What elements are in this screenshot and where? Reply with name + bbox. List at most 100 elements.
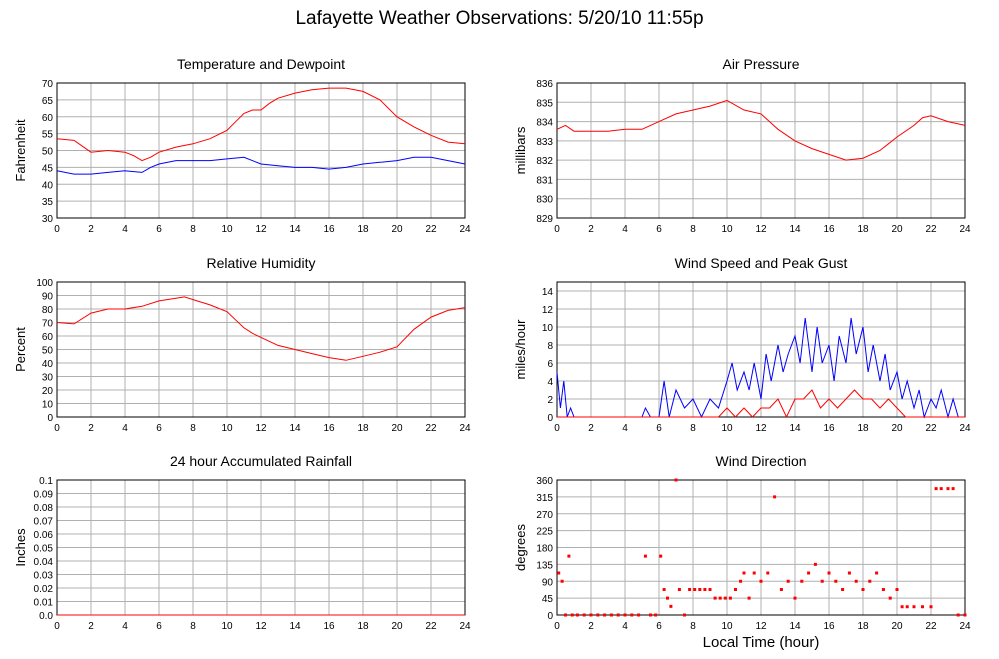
direction-point xyxy=(905,605,909,609)
direction-point xyxy=(912,605,916,609)
wind-x-tick-label: 12 xyxy=(755,423,767,434)
rain-y-tick-label: 0.06 xyxy=(34,530,54,541)
direction-point xyxy=(616,613,620,617)
temp-x-tick-label: 6 xyxy=(156,224,162,235)
direction-point xyxy=(570,613,574,617)
direction-y-tick-label: 315 xyxy=(536,493,553,504)
humidity-y-tick-label: 10 xyxy=(42,400,54,411)
humidity-y-tick-label: 30 xyxy=(42,373,54,384)
pressure-x-tick-label: 14 xyxy=(789,224,801,235)
direction-point xyxy=(564,613,567,617)
pressure-y-tick-label: 829 xyxy=(536,214,553,225)
temp-x-tick-label: 8 xyxy=(190,224,196,235)
direction-point xyxy=(847,571,851,575)
wind-x-tick-label: 24 xyxy=(959,423,971,434)
direction-point xyxy=(677,588,681,591)
rain-y-tick-label: 0.0 xyxy=(39,611,53,622)
humidity-y-tick-label: 100 xyxy=(36,278,53,289)
direction-y-tick-label: 90 xyxy=(542,577,554,588)
direction-point xyxy=(693,588,697,591)
direction-point xyxy=(742,571,746,575)
direction-y-tick-label: 45 xyxy=(542,594,554,605)
rain-x-tick-label: 24 xyxy=(459,621,471,632)
pressure-series-line-0 xyxy=(556,99,966,161)
direction-point xyxy=(861,588,865,591)
humidity-y-tick-label: 60 xyxy=(42,332,54,343)
rain-x-tick-label: 4 xyxy=(122,621,128,632)
rain-x-tick-label: 14 xyxy=(289,621,301,632)
pressure-x-tick-label: 24 xyxy=(959,224,971,235)
temp-x-tick-label: 14 xyxy=(289,224,301,235)
direction-point xyxy=(654,613,658,617)
wind-series-line-1 xyxy=(557,389,965,419)
wind-y-tick-label: 4 xyxy=(547,377,553,388)
temp-chart-title: Temperature and Dewpoint xyxy=(177,56,345,72)
direction-y-tick-label: 360 xyxy=(536,476,553,487)
wind-x-tick-label: 20 xyxy=(891,423,903,434)
direction-point xyxy=(951,487,955,491)
direction-x-tick-label: 14 xyxy=(789,621,801,632)
wind-x-tick-label: 8 xyxy=(690,423,696,434)
rain-y-tick-label: 0.08 xyxy=(34,503,54,514)
temp-y-tick-label: 60 xyxy=(42,113,54,124)
direction-point xyxy=(703,588,707,591)
page-title: Lafayette Weather Observations: 5/20/10 … xyxy=(295,8,704,29)
direction-point xyxy=(827,571,831,575)
temp-x-tick-label: 2 xyxy=(88,224,94,235)
rain-x-tick-label: 12 xyxy=(255,621,267,632)
pressure-y-axis-label: millibars xyxy=(513,126,528,174)
direction-point xyxy=(623,613,627,617)
temp-x-tick-label: 4 xyxy=(122,224,128,235)
direction-point xyxy=(723,596,727,600)
direction-point xyxy=(752,571,756,575)
humidity-y-tick-label: 70 xyxy=(42,319,54,330)
wind-x-tick-label: 10 xyxy=(721,423,733,434)
direction-point xyxy=(881,588,885,591)
temp-x-tick-label: 24 xyxy=(459,224,471,235)
direction-point xyxy=(643,554,647,558)
direction-point xyxy=(841,588,845,591)
pressure-x-tick-label: 4 xyxy=(622,224,628,235)
direction-x-tick-label: 20 xyxy=(891,621,903,632)
direction-point xyxy=(609,613,613,617)
direction-point xyxy=(895,588,899,591)
humidity-x-tick-label: 22 xyxy=(425,423,437,434)
temp-y-tick-label: 70 xyxy=(42,79,54,90)
wind-series-line-0 xyxy=(556,317,965,419)
pressure-x-tick-label: 16 xyxy=(823,224,835,235)
direction-x-tick-label: 16 xyxy=(823,621,835,632)
direction-plot-frame xyxy=(556,479,966,616)
pressure-x-tick-label: 12 xyxy=(755,224,767,235)
direction-point xyxy=(900,605,904,609)
direction-point xyxy=(683,613,686,617)
x-axis-label: Local Time (hour) xyxy=(702,634,820,651)
direction-point xyxy=(582,613,586,617)
rain-y-tick-label: 0.09 xyxy=(34,490,54,501)
pressure-x-tick-label: 6 xyxy=(656,224,662,235)
temp-y-tick-label: 30 xyxy=(42,214,54,225)
direction-point xyxy=(800,579,804,583)
direction-x-tick-label: 10 xyxy=(721,621,733,632)
humidity-y-tick-label: 50 xyxy=(42,346,54,357)
humidity-y-axis-label: Percent xyxy=(13,327,28,372)
direction-y-axis-label: degrees xyxy=(513,524,528,571)
direction-y-tick-label: 225 xyxy=(536,527,553,538)
direction-point xyxy=(575,613,579,617)
wind-y-axis-label: miles/hour xyxy=(513,319,528,380)
direction-y-tick-label: 180 xyxy=(536,544,553,555)
wind-x-tick-label: 18 xyxy=(857,423,869,434)
direction-point xyxy=(875,571,879,575)
rain-chart-title: 24 hour Accumulated Rainfall xyxy=(170,453,352,469)
humidity-x-tick-label: 24 xyxy=(459,423,471,434)
direction-point xyxy=(669,604,673,608)
humidity-chart-title: Relative Humidity xyxy=(207,255,316,271)
direction-point xyxy=(773,495,777,499)
direction-point xyxy=(747,596,751,600)
rain-y-tick-label: 0.03 xyxy=(34,571,54,582)
direction-point xyxy=(868,579,872,583)
pressure-plot-frame xyxy=(556,82,966,219)
pressure-y-tick-label: 833 xyxy=(536,137,553,148)
temp-series-line-1 xyxy=(56,156,466,175)
